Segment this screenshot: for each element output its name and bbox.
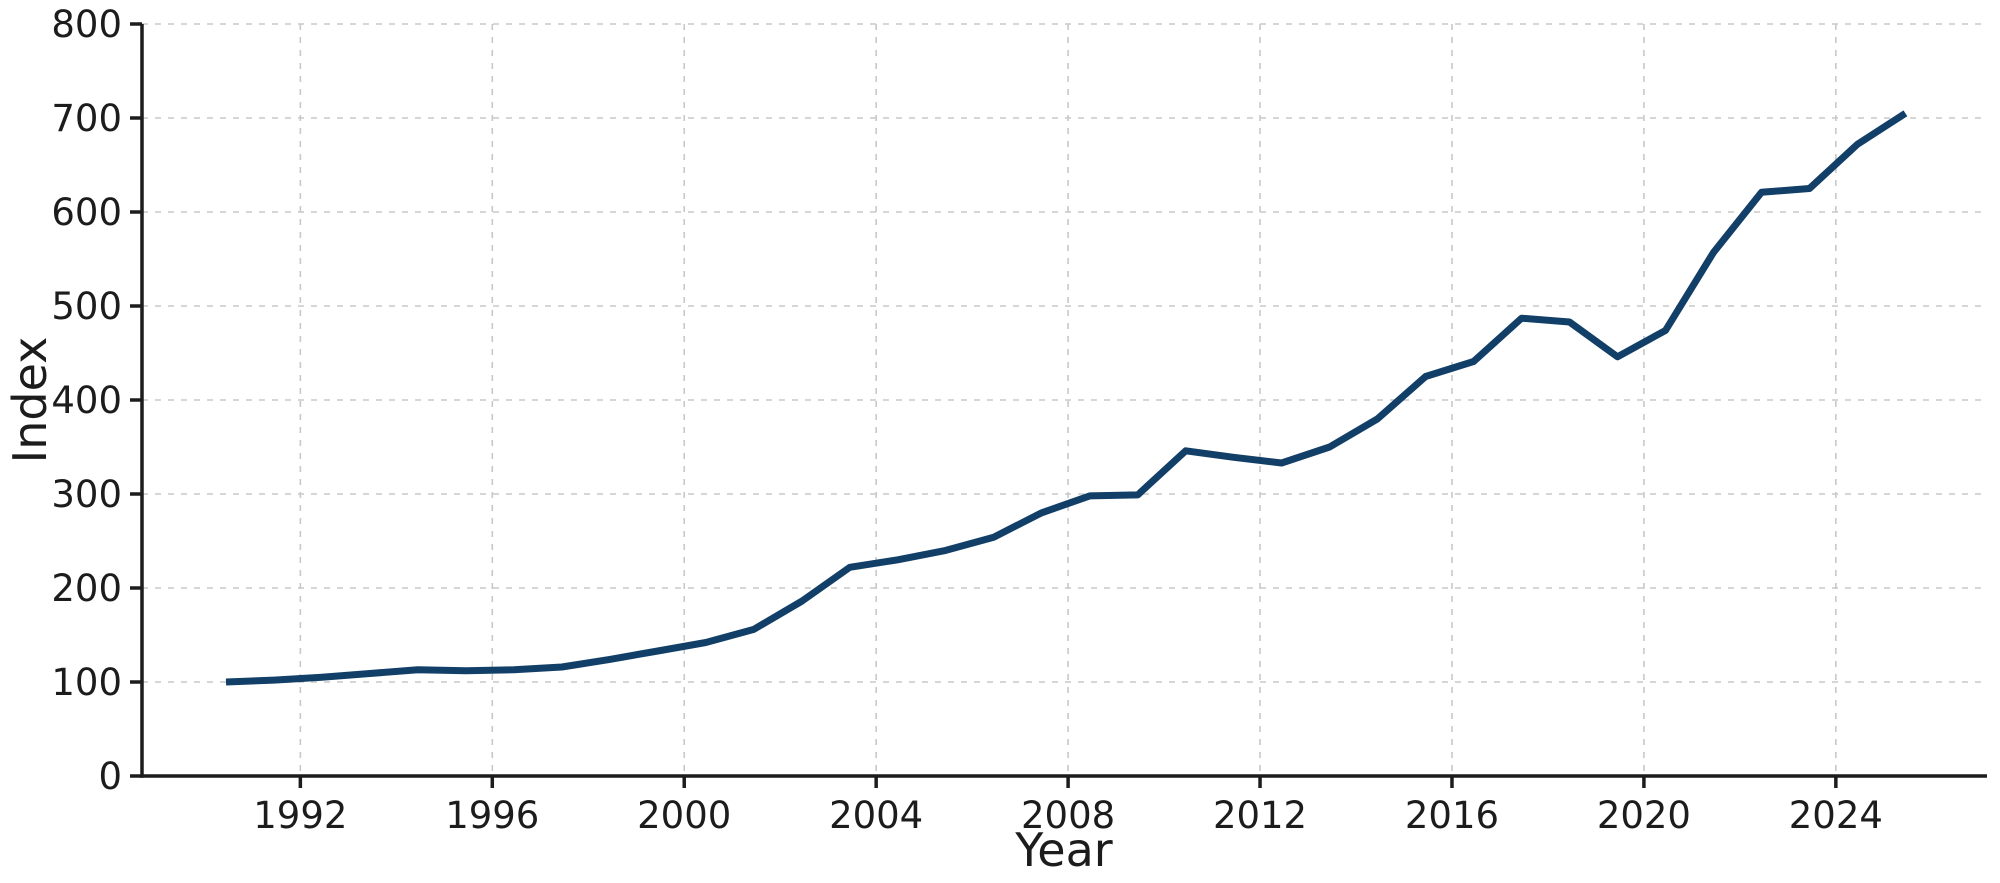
x-tick-label: 1996 — [445, 794, 539, 837]
x-tick-label: 2000 — [637, 794, 731, 837]
y-tick-label: 100 — [51, 661, 122, 704]
x-tick-label: 2016 — [1405, 794, 1499, 837]
x-tick-label: 2012 — [1213, 794, 1307, 837]
x-tick-label: 2008 — [1021, 794, 1115, 837]
tick-labels: 0 100 200 300 400 500 600 700 800 1992 1996 2000 200… — [51, 3, 1883, 837]
tick-marks — [130, 22, 1838, 788]
x-tick-label: 2004 — [829, 794, 923, 837]
y-tick-label: 200 — [51, 567, 122, 610]
y-axis-label: Index — [3, 337, 57, 464]
x-tick-label: 1992 — [253, 794, 347, 837]
x-tick-label: 2020 — [1597, 794, 1691, 837]
axes-spines — [140, 24, 1987, 778]
series-layer — [225, 110, 1908, 686]
gridlines — [142, 23, 1987, 776]
y-tick-label: 800 — [51, 3, 122, 46]
y-tick-label: 500 — [51, 285, 122, 328]
x-tick-label: 2024 — [1789, 794, 1883, 837]
data-line — [225, 110, 1908, 686]
x-axis-label: Year — [1014, 823, 1112, 877]
y-tick-label: 400 — [51, 379, 122, 422]
y-tick-label: 300 — [51, 473, 122, 516]
y-tick-label: 700 — [51, 97, 122, 140]
y-tick-label: 0 — [98, 755, 122, 798]
y-tick-label: 600 — [51, 191, 122, 234]
